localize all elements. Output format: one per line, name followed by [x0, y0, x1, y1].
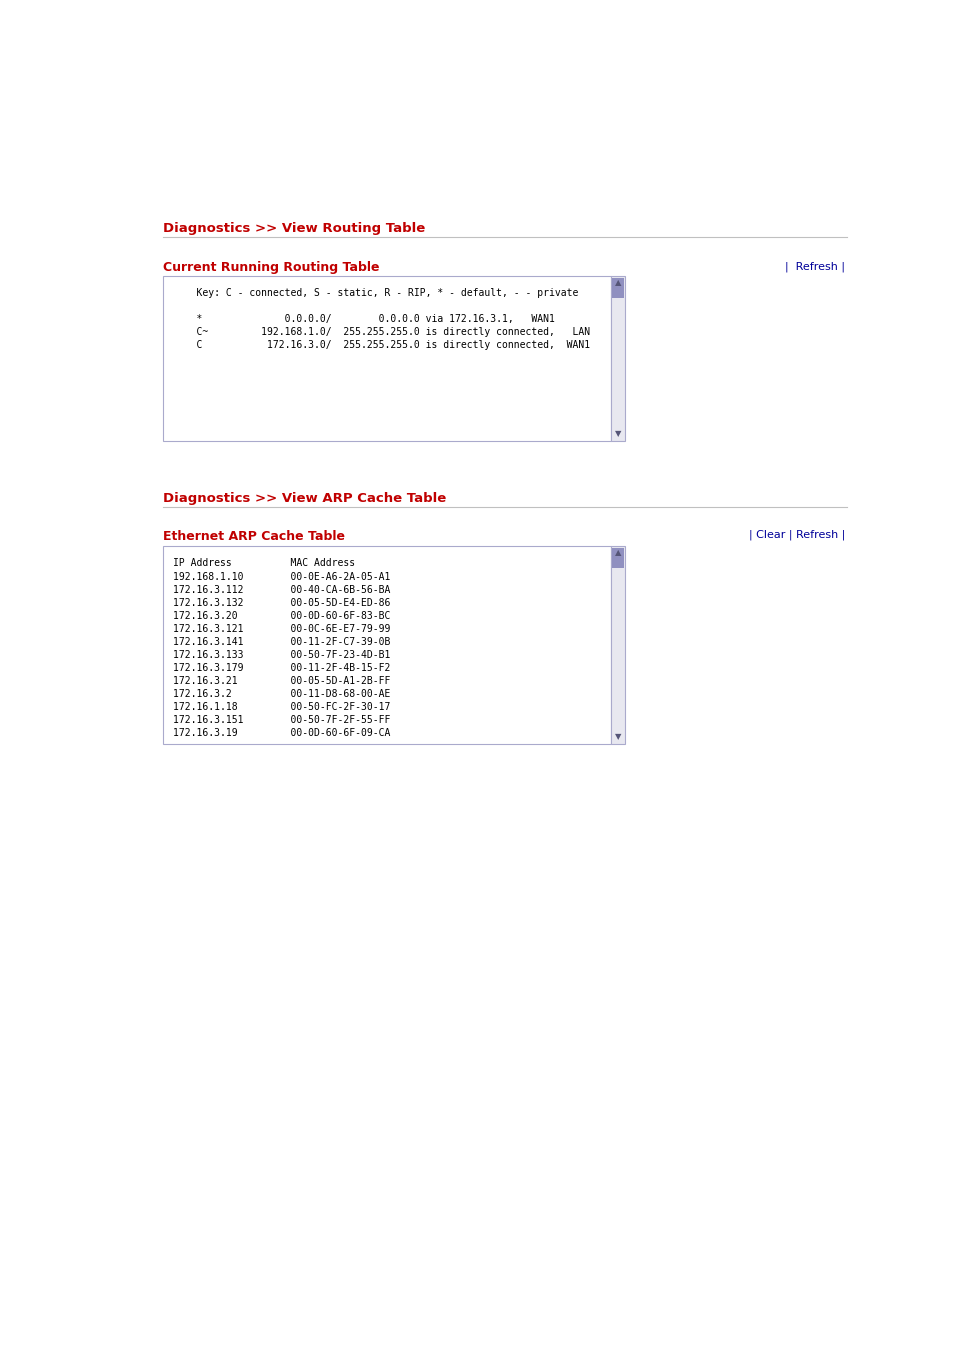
Bar	[612, 278, 623, 299]
Text: 172.16.3.21         00-05-5D-A1-2B-FF: 172.16.3.21 00-05-5D-A1-2B-FF	[172, 676, 390, 686]
Text: Diagnostics >> View ARP Cache Table: Diagnostics >> View ARP Cache Table	[163, 492, 446, 505]
Text: 172.16.3.2          00-11-D8-68-00-AE: 172.16.3.2 00-11-D8-68-00-AE	[172, 689, 390, 698]
Text: Ethernet ARP Cache Table: Ethernet ARP Cache Table	[163, 530, 345, 543]
Text: 172.16.3.179        00-11-2F-4B-15-F2: 172.16.3.179 00-11-2F-4B-15-F2	[172, 663, 390, 673]
Text: 172.16.3.151        00-50-7F-2F-55-FF: 172.16.3.151 00-50-7F-2F-55-FF	[172, 715, 390, 725]
Bar	[610, 276, 624, 440]
Text: ▲: ▲	[614, 278, 620, 288]
Text: 172.16.3.20         00-0D-60-6F-83-BC: 172.16.3.20 00-0D-60-6F-83-BC	[172, 611, 390, 621]
Text: | Clear | Refresh |: | Clear | Refresh |	[748, 530, 844, 540]
Text: 172.16.3.121        00-0C-6E-E7-79-99: 172.16.3.121 00-0C-6E-E7-79-99	[172, 624, 390, 634]
Text: ▼: ▼	[614, 732, 620, 742]
Text: 172.16.1.18         00-50-FC-2F-30-17: 172.16.1.18 00-50-FC-2F-30-17	[172, 703, 390, 712]
Text: Key: C - connected, S - static, R - RIP, * - default, - - private: Key: C - connected, S - static, R - RIP,…	[172, 288, 578, 299]
Text: 172.16.3.133        00-50-7F-23-4D-B1: 172.16.3.133 00-50-7F-23-4D-B1	[172, 650, 390, 661]
Text: Current Running Routing Table: Current Running Routing Table	[163, 261, 379, 274]
Text: Diagnostics >> View Routing Table: Diagnostics >> View Routing Table	[163, 222, 425, 235]
Bar	[612, 549, 623, 567]
Text: C~         192.168.1.0/  255.255.255.0 is directly connected,   LAN: C~ 192.168.1.0/ 255.255.255.0 is directl…	[172, 327, 590, 336]
Bar	[163, 276, 610, 440]
Text: 172.16.3.112        00-40-CA-6B-56-BA: 172.16.3.112 00-40-CA-6B-56-BA	[172, 585, 390, 594]
Text: 172.16.3.19         00-0D-60-6F-09-CA: 172.16.3.19 00-0D-60-6F-09-CA	[172, 728, 390, 738]
Text: 172.16.3.132        00-05-5D-E4-ED-86: 172.16.3.132 00-05-5D-E4-ED-86	[172, 598, 390, 608]
Text: C           172.16.3.0/  255.255.255.0 is directly connected,  WAN1: C 172.16.3.0/ 255.255.255.0 is directly …	[172, 340, 590, 350]
Text: ▼: ▼	[614, 430, 620, 439]
Text: *              0.0.0.0/        0.0.0.0 via 172.16.3.1,   WAN1: * 0.0.0.0/ 0.0.0.0 via 172.16.3.1, WAN1	[172, 313, 555, 324]
Text: ▲: ▲	[614, 549, 620, 558]
Text: |  Refresh |: | Refresh |	[784, 261, 844, 272]
Bar	[610, 546, 624, 744]
Text: 192.168.1.10        00-0E-A6-2A-05-A1: 192.168.1.10 00-0E-A6-2A-05-A1	[172, 571, 390, 582]
Text: 172.16.3.141        00-11-2F-C7-39-0B: 172.16.3.141 00-11-2F-C7-39-0B	[172, 638, 390, 647]
Text: IP Address          MAC Address: IP Address MAC Address	[172, 558, 355, 567]
Bar	[163, 546, 610, 744]
